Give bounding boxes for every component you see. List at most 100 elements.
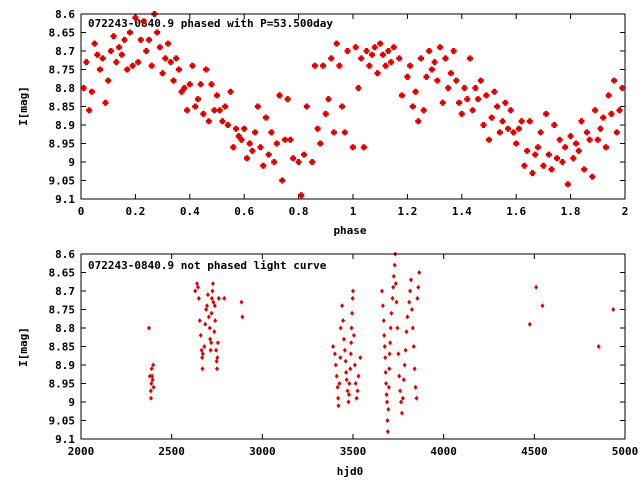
x-tick-label: 5000 (612, 445, 639, 458)
data-point (423, 73, 430, 80)
data-point (366, 62, 373, 69)
data-point (192, 103, 199, 110)
x-tick-label: 1 (350, 205, 357, 218)
data-point (86, 107, 93, 114)
data-point (469, 107, 476, 114)
data-point (219, 118, 226, 125)
data-point (206, 314, 211, 320)
chart-title: 072243-0840.9 phased with P=53.500day (88, 17, 333, 30)
data-point (390, 44, 397, 51)
data-point (581, 166, 588, 173)
data-point (94, 51, 101, 58)
data-point (496, 129, 503, 136)
data-point (271, 159, 278, 165)
data-point (338, 355, 343, 361)
data-point (211, 107, 218, 114)
data-point (507, 107, 514, 114)
data-point (254, 103, 261, 110)
data-point (341, 318, 346, 324)
data-point (159, 70, 166, 77)
data-point (513, 140, 520, 147)
data-point (265, 151, 272, 158)
data-point (200, 351, 205, 357)
data-point (214, 358, 219, 364)
data-point (385, 429, 390, 435)
data-point (193, 288, 198, 294)
data-point (351, 332, 356, 338)
chart-title: 072243-0840.9 not phased light curve (88, 259, 327, 272)
data-point (338, 325, 343, 331)
data-point (240, 314, 245, 320)
data-point (505, 125, 512, 132)
data-point (353, 381, 358, 386)
data-point (149, 366, 154, 372)
data-point (241, 125, 248, 132)
data-point (483, 92, 490, 99)
data-point (499, 118, 506, 125)
data-point (426, 48, 433, 54)
y-tick-label: 8.75 (49, 304, 76, 317)
data-point (213, 318, 218, 324)
data-point (360, 144, 367, 151)
data-point (91, 40, 98, 47)
data-point (341, 336, 346, 342)
data-point (355, 388, 360, 394)
data-point (83, 59, 90, 66)
y-tick-label: 8.95 (49, 378, 76, 391)
data-point (246, 140, 253, 147)
data-point (386, 406, 391, 412)
data-point (605, 92, 612, 99)
data-point (428, 66, 435, 73)
data-point (394, 299, 399, 305)
data-point (211, 281, 216, 287)
data-point (257, 144, 264, 151)
data-point (154, 29, 161, 36)
data-point (173, 55, 180, 62)
data-point (301, 151, 308, 158)
x-tick-label: 0.4 (180, 205, 200, 218)
data-point (596, 344, 601, 349)
y-tick-label: 9.05 (49, 175, 76, 188)
data-point (282, 136, 288, 143)
data-point (379, 51, 386, 58)
data-point (320, 62, 327, 69)
data-point (413, 384, 418, 390)
data-point (181, 85, 188, 91)
data-point (355, 85, 362, 91)
data-point (165, 40, 172, 47)
axis-ticks: 2000 2500 3000 3500 4000 4500 5000 8.6 8.65 8.7 8.… (49, 248, 639, 458)
data-point (337, 381, 342, 386)
data-point (143, 48, 150, 54)
y-axis-label: I[mag] (17, 327, 30, 367)
data-point (410, 325, 415, 331)
data-point (532, 151, 539, 158)
data-point (317, 140, 324, 147)
data-point (450, 48, 457, 54)
data-point (382, 332, 387, 338)
data-point (369, 51, 376, 58)
data-point (404, 73, 411, 80)
data-point (129, 62, 136, 69)
data-point (445, 85, 452, 91)
data-point (331, 344, 336, 349)
data-point (395, 325, 400, 331)
data-point (477, 77, 484, 84)
y-tick-label: 8.7 (55, 285, 75, 298)
data-point (137, 36, 144, 43)
data-point (404, 329, 409, 335)
data-point (442, 55, 449, 62)
data-point (416, 284, 421, 290)
data-point (548, 166, 555, 173)
data-point (146, 36, 152, 43)
data-point (252, 129, 259, 136)
data-point (472, 85, 479, 91)
data-point (268, 129, 275, 136)
data-point (397, 373, 402, 379)
data-point (578, 118, 585, 125)
data-point (238, 136, 245, 143)
data-point (358, 355, 363, 361)
data-point (402, 362, 407, 368)
data-point (592, 107, 599, 114)
data-point (602, 144, 609, 151)
